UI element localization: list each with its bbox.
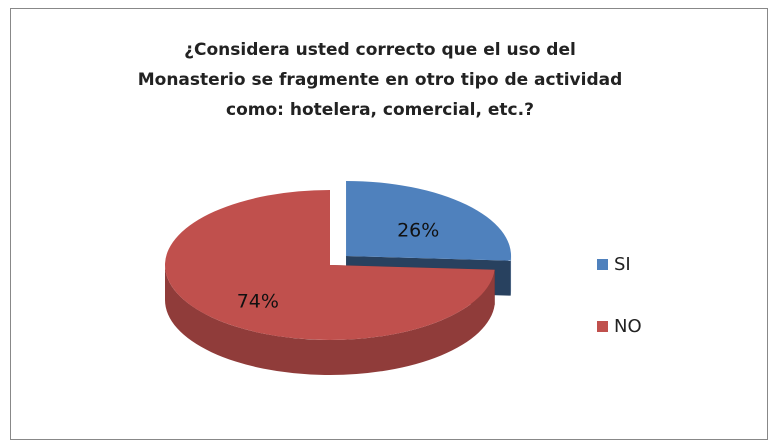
chart-title: Monasterio se fragmente en otro tipo de … bbox=[138, 70, 623, 90]
legend-swatch bbox=[597, 259, 608, 270]
chart-title: como: hotelera, comercial, etc.? bbox=[226, 100, 534, 120]
chart-title: ¿Considera usted correcto que el uso del bbox=[184, 40, 576, 60]
data-label: 74% bbox=[237, 290, 279, 312]
slice bbox=[346, 180, 512, 261]
slice bbox=[164, 190, 495, 340]
legend-swatch bbox=[597, 321, 608, 332]
data-label: 26% bbox=[397, 220, 439, 242]
slice-side bbox=[165, 265, 495, 375]
legend-label: NO bbox=[614, 316, 642, 337]
legend-label: SI bbox=[614, 254, 631, 275]
